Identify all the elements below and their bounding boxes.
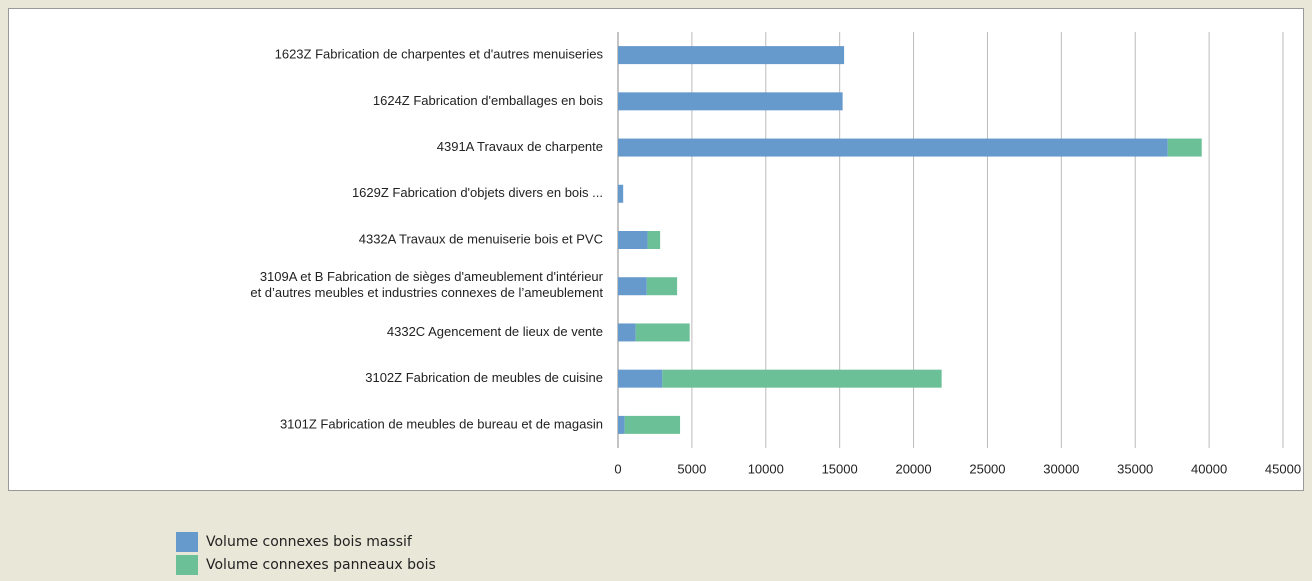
x-tick-label: 30000 xyxy=(1043,461,1079,476)
bar xyxy=(618,138,1168,157)
y-tick-label: 4391A Travaux de charpente xyxy=(437,139,603,154)
y-tick-label: 3101Z Fabrication de meubles de bureau e… xyxy=(280,416,603,431)
bar xyxy=(618,369,663,388)
y-tick-label: 3102Z Fabrication de meubles de cuisine xyxy=(365,370,603,385)
y-tick-label: 1629Z Fabrication d'objets divers en boi… xyxy=(352,185,603,200)
legend-swatch xyxy=(176,532,198,552)
bar xyxy=(618,277,647,296)
legend-label: Volume connexes bois massif xyxy=(206,534,413,550)
bar xyxy=(618,184,624,203)
bar xyxy=(662,369,942,388)
bar xyxy=(618,231,648,249)
legend-swatch xyxy=(176,555,198,575)
y-tick-label: 4332C Agencement de lieux de vente xyxy=(387,324,603,339)
y-tick-label: 1624Z Fabrication d'emballages en bois xyxy=(373,93,604,108)
x-tick-label: 35000 xyxy=(1117,461,1153,476)
y-tick-label: 4332A Travaux de menuiserie bois et PVC xyxy=(359,231,603,246)
bar xyxy=(624,415,681,434)
x-tick-label: 25000 xyxy=(969,461,1005,476)
x-tick-label: 0 xyxy=(614,461,621,476)
y-tick-label: 3109A et B Fabrication de sièges d'ameub… xyxy=(247,270,604,301)
x-tick-label: 45000 xyxy=(1265,461,1301,476)
bar xyxy=(618,415,625,434)
x-tick-label: 10000 xyxy=(748,461,784,476)
legend-label: Volume connexes panneaux bois xyxy=(206,557,436,573)
x-tick-label: 40000 xyxy=(1191,461,1227,476)
legend: Volume connexes bois massif Volume connex… xyxy=(176,532,436,575)
bar xyxy=(618,46,845,65)
bar xyxy=(646,277,678,296)
plot-panel xyxy=(8,8,1304,491)
x-tick-label: 15000 xyxy=(822,461,858,476)
x-tick-label: 5000 xyxy=(677,461,706,476)
bar xyxy=(647,231,661,249)
y-tick-label: 1623Z Fabrication de charpentes et d'aut… xyxy=(275,47,604,62)
bar xyxy=(1167,138,1202,157)
bar xyxy=(618,92,843,111)
bar xyxy=(618,323,636,342)
bar xyxy=(635,323,690,342)
x-tick-label: 20000 xyxy=(895,461,931,476)
